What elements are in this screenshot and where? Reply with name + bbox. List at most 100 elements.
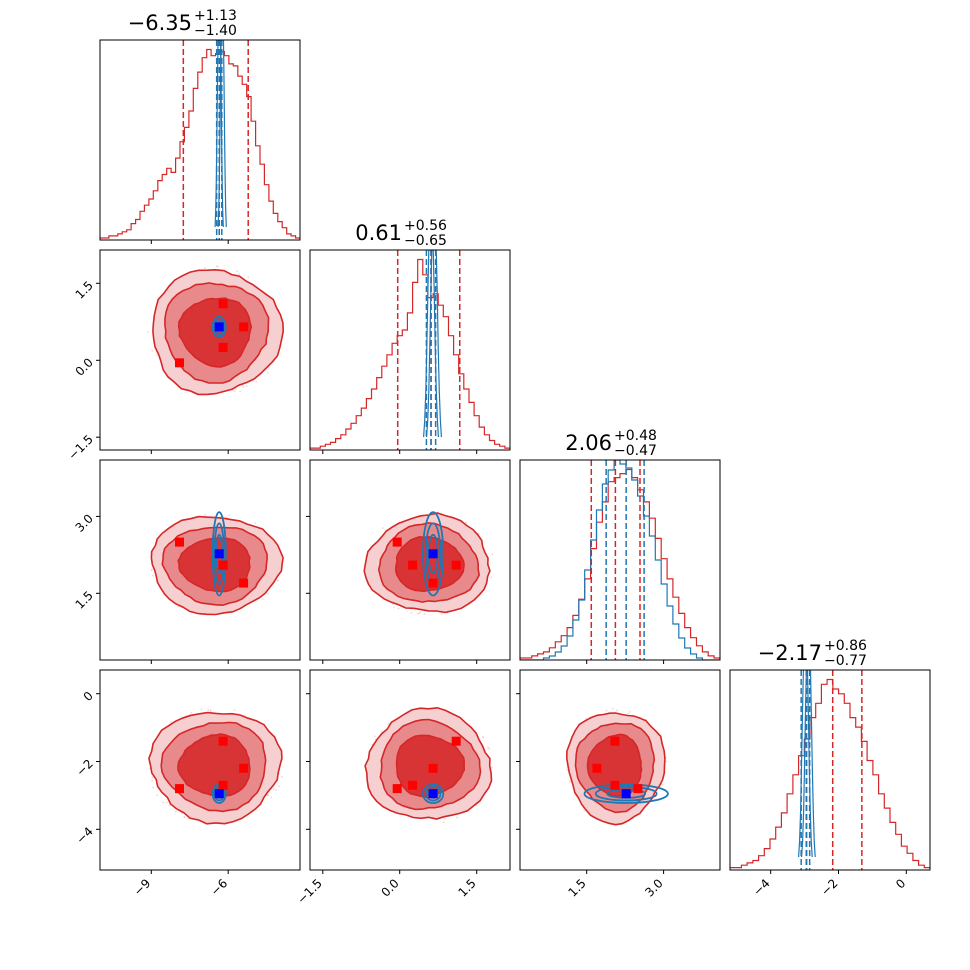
sample-point [237, 273, 240, 276]
param-title-minus: −0.47 [614, 443, 657, 459]
blue-square-marker [214, 789, 224, 799]
sample-point [255, 380, 258, 383]
sample-point [151, 349, 154, 352]
param-title-value: 0.61 [355, 221, 402, 245]
x-tick-label: −1.5 [294, 876, 325, 907]
red-square-marker [392, 784, 402, 794]
blue-square-marker [621, 789, 631, 799]
blue-contour [427, 533, 439, 574]
red-square-marker [239, 578, 249, 588]
blue-contour [424, 786, 442, 802]
sample-point [488, 747, 491, 750]
x-tick-label: −2 [818, 876, 840, 898]
red-square-marker [175, 537, 184, 547]
sample-point [183, 816, 186, 819]
red-square-marker [392, 537, 402, 547]
red-square-marker [218, 780, 228, 790]
sample-point [278, 785, 281, 788]
red-square-marker [408, 560, 418, 570]
sample-point [380, 730, 383, 733]
blue-contour [421, 511, 445, 597]
contour-panel-2-0 [150, 511, 284, 616]
red-contour-inner [177, 733, 251, 797]
panel-frame [99, 669, 301, 871]
sample-point [374, 738, 377, 740]
sample-point [247, 276, 250, 279]
sample-point [156, 353, 159, 356]
red-square-marker [218, 342, 228, 352]
sample-point [665, 760, 668, 763]
red-square-marker [408, 780, 418, 790]
sample-point [254, 522, 257, 524]
contour-panel-1-0 [147, 265, 285, 396]
y-tick-label: 3.0 [73, 511, 96, 534]
sample-point [233, 390, 236, 392]
blue-contour [213, 522, 225, 586]
sample-point [387, 723, 390, 725]
sample-point [267, 794, 269, 797]
param-title-minus: −1.40 [194, 23, 237, 39]
red-square-marker [239, 322, 249, 332]
blue-contour [211, 315, 227, 338]
sample-point [627, 712, 629, 715]
panel-frame [519, 459, 721, 661]
sample-point [261, 598, 264, 600]
sample-point [275, 789, 278, 791]
x-tick-label: 0 [893, 876, 908, 891]
y-tick-label: 0 [81, 689, 96, 704]
blue-histogram-edge [426, 250, 442, 438]
sample-point [204, 514, 206, 516]
sample-point [170, 721, 173, 723]
sample-point [281, 776, 283, 778]
sample-point [615, 709, 618, 712]
contour-panel-3-0 [148, 708, 283, 825]
panel-frame [99, 459, 301, 661]
sample-point [611, 707, 614, 710]
sample-point [270, 796, 273, 799]
sample-point [456, 816, 458, 819]
red-square-marker [451, 736, 461, 746]
red-square-marker [175, 784, 184, 794]
histogram-panel-3 [730, 670, 930, 870]
sample-point [204, 267, 206, 270]
x-tick-label: −9 [131, 876, 153, 898]
sample-point [482, 736, 484, 739]
sample-point [266, 593, 269, 595]
sample-point [216, 265, 219, 268]
sample-point [245, 385, 248, 388]
y-tick-label: −2 [74, 757, 96, 779]
blue-histogram-edge [801, 670, 816, 858]
sample-point [266, 372, 269, 374]
sample-point [236, 270, 238, 273]
sample-point [276, 579, 278, 582]
blue-contour [211, 511, 227, 597]
sample-point [239, 390, 242, 393]
red-square-marker [218, 299, 228, 309]
sample-point [168, 804, 171, 807]
x-tick-label: 0.0 [378, 876, 401, 899]
red-histogram [730, 678, 930, 869]
sample-point [491, 766, 493, 769]
sample-point [490, 576, 493, 579]
blue-contour [583, 783, 669, 804]
blue-square-marker [214, 549, 224, 559]
sample-point [147, 330, 150, 333]
sample-point [190, 711, 193, 714]
sample-point [583, 809, 586, 812]
sample-point [151, 776, 154, 779]
x-tick-label: 3.0 [642, 876, 665, 899]
red-square-marker [239, 763, 249, 773]
y-tick-label: −4 [74, 824, 96, 846]
panel-frame [519, 669, 721, 871]
blue-contour [594, 786, 658, 802]
param-title-value: −6.35 [128, 11, 192, 35]
sample-point [440, 613, 443, 615]
sample-point [252, 380, 255, 383]
panel-frame [309, 669, 511, 871]
sample-point [491, 553, 493, 556]
red-square-marker [175, 358, 184, 368]
x-tick-label: 1.5 [455, 876, 478, 899]
sample-point [151, 568, 154, 571]
contour-panel-3-2 [565, 707, 669, 826]
